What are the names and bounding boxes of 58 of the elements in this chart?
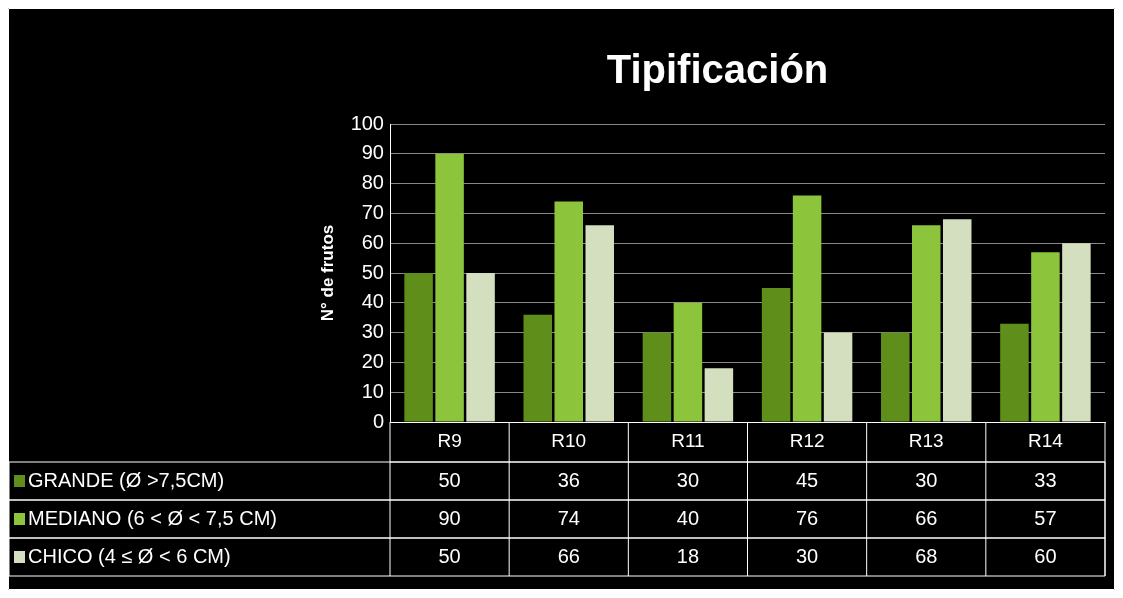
data-label: 74 [557,506,580,529]
y-axis-title: N° de frutos [317,224,337,322]
x-tick-label: R12 [789,430,825,452]
bar [881,332,910,422]
data-label: 30 [915,468,938,491]
y-tick-label: 80 [361,171,384,194]
data-label: 18 [676,544,700,567]
y-tick-label: 0 [372,409,384,432]
bar [704,368,734,422]
data-label: 33 [1034,468,1057,491]
bar [1031,252,1060,422]
bar [466,273,495,422]
x-tick-label: R11 [671,430,705,452]
bar [642,332,672,422]
y-tick-label: 10 [361,379,384,402]
data-label: 30 [795,544,819,567]
y-tick-label: 70 [361,200,384,223]
bar [761,287,791,422]
bar [1062,243,1091,422]
y-tick-label: 20 [361,349,384,372]
legend-label: CHICO (4 ≤ Ø < 6 CM) [28,544,231,567]
y-tick-label: 100 [350,111,384,134]
y-tick-label: 30 [361,320,384,343]
x-tick-label: R13 [908,430,944,452]
bar [554,201,583,422]
data-label: 60 [1034,544,1057,567]
data-label: 30 [676,468,700,491]
legend-label: GRANDE (Ø >7,5CM) [28,468,225,491]
bar [673,302,703,422]
bar [792,195,822,422]
data-label: 66 [915,506,938,529]
bar [912,225,941,422]
bar [404,273,433,422]
x-tick-label: R14 [1027,430,1064,452]
data-label: 90 [438,506,461,529]
data-label: 50 [438,468,461,491]
bar [942,219,972,422]
x-tick-label: R9 [437,430,462,452]
data-label: 76 [795,506,819,529]
chart-title: Tipificación [606,47,829,92]
data-label: 50 [438,544,461,567]
data-label: 57 [1034,506,1057,529]
y-tick-label: 90 [361,141,384,164]
bar [585,225,614,422]
bar [823,332,853,422]
data-label: 66 [557,544,580,567]
y-tick-label: 50 [361,260,384,283]
x-tick-label: R10 [551,430,587,452]
bar [1000,323,1029,422]
y-tick-label: 60 [361,230,384,253]
data-label: 68 [915,544,938,567]
bar [523,314,553,422]
bar [435,153,464,422]
y-tick-label: 40 [361,290,384,313]
data-label: 36 [557,468,580,491]
legend-label: MEDIANO (6 < Ø < 7,5 CM) [28,506,277,529]
data-label: 40 [676,506,700,529]
data-label: 45 [795,468,819,491]
